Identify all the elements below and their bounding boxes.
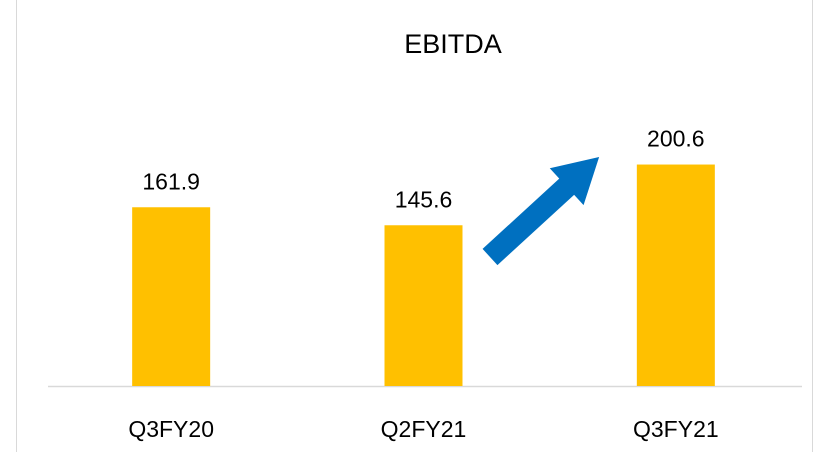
growth-arrow [482, 157, 600, 266]
chart-title: EBITDA [404, 29, 502, 59]
data-label: 145.6 [395, 186, 453, 212]
bar [384, 225, 463, 386]
bar [636, 164, 715, 386]
data-label: 161.9 [142, 168, 200, 194]
x-tick-label: Q3FY21 [633, 416, 719, 442]
data-label: 200.6 [647, 126, 705, 152]
x-tick-label: Q2FY21 [381, 416, 467, 442]
x-tick-label: Q3FY20 [128, 416, 214, 442]
bar [132, 207, 211, 386]
